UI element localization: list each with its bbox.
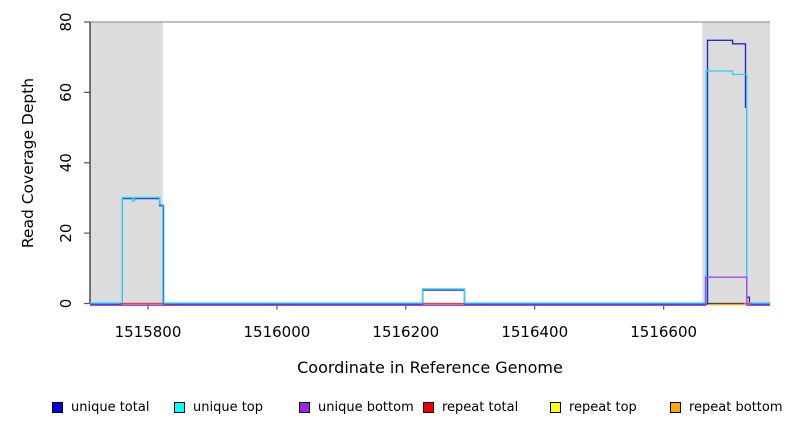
x-axis-title: Coordinate in Reference Genome (297, 358, 563, 377)
unique-top-swatch-icon (174, 401, 185, 413)
legend-label: unique total (71, 399, 150, 415)
shaded-regions (90, 22, 770, 304)
y-tick-label: 80 (57, 12, 75, 31)
shaded-region (90, 22, 163, 304)
legend-label: unique top (193, 399, 264, 415)
legend-label: repeat top (569, 399, 637, 415)
legend-item-unique-top: unique top (174, 396, 263, 418)
x-tick-label: 1516000 (244, 323, 311, 341)
y-tick-label: 60 (57, 83, 75, 102)
legend-item-repeat-top: repeat top (550, 396, 637, 418)
legend-item-unique-total: unique total (52, 396, 149, 418)
unique-bottom-swatch-icon (299, 401, 310, 413)
coverage-plot: 0 20 40 60 80 1515800 1516000 1516200 1516400 151… (19, 12, 770, 377)
tick-labels: 0 20 40 60 80 1515800 1516000 1516200 1516400 151… (57, 12, 697, 341)
y-tick-label: 0 (57, 299, 75, 309)
shaded-region (702, 22, 770, 304)
data-series (90, 39, 770, 306)
legend-item-repeat-total: repeat total (423, 396, 518, 418)
legend: unique total unique top unique bottom repea… (0, 396, 792, 424)
legend-label: repeat total (442, 399, 519, 415)
y-tick-label: 20 (57, 224, 75, 243)
x-tick-label: 1516200 (372, 323, 439, 341)
legend-label: repeat bottom (689, 399, 783, 415)
unique-total-swatch-icon (52, 401, 63, 413)
legend-item-unique-bottom: unique bottom (299, 396, 414, 418)
repeat-bottom-swatch-icon (670, 401, 681, 413)
x-tick-label: 1516600 (630, 323, 697, 341)
x-tick-label: 1515800 (115, 323, 182, 341)
series-unique-total (90, 39, 770, 305)
repeat-top-swatch-icon (550, 401, 561, 413)
repeat-total-swatch-icon (423, 401, 434, 413)
x-tick-label: 1516400 (501, 323, 568, 341)
y-tick-label: 40 (57, 153, 75, 172)
axes (84, 21, 770, 310)
legend-label: unique bottom (318, 399, 414, 415)
series-unique-top (90, 70, 770, 304)
y-axis-title: Read Coverage Depth (19, 78, 37, 248)
legend-item-repeat-bottom: repeat bottom (670, 396, 783, 418)
series-unique-bottom (90, 276, 770, 306)
